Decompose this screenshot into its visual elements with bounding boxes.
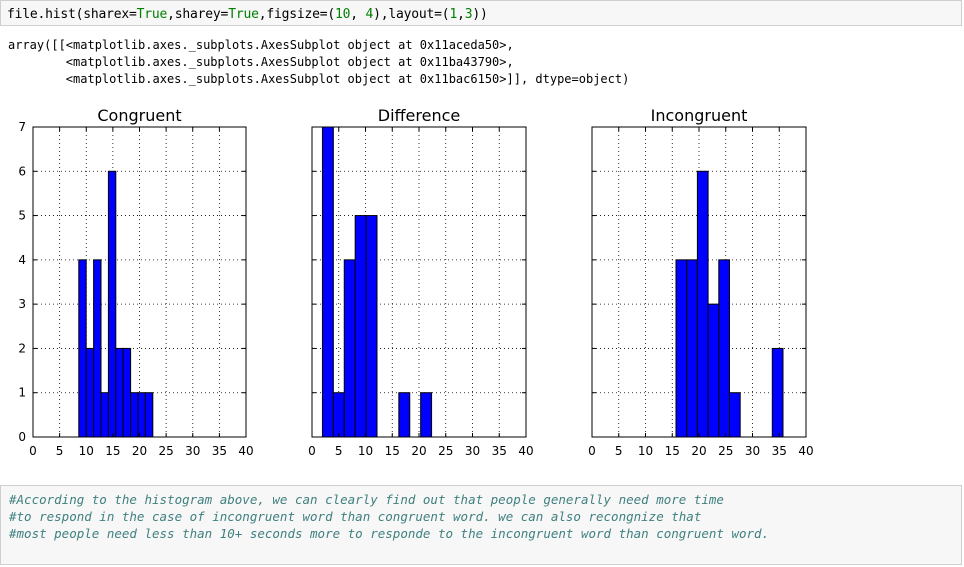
output-line: <matplotlib.axes._subplots.AxesSubplot o… bbox=[8, 55, 514, 69]
histogram-bar bbox=[343, 259, 356, 438]
x-tick-label: 25 bbox=[718, 444, 733, 458]
x-tick-label: 20 bbox=[132, 444, 147, 458]
code-number: 4 bbox=[365, 7, 374, 22]
code-number: 10 bbox=[334, 7, 351, 22]
histogram-bar bbox=[398, 392, 411, 438]
x-tick-label: 0 bbox=[588, 444, 596, 458]
code-token: , bbox=[350, 7, 366, 22]
x-tick-label: 5 bbox=[335, 444, 343, 458]
histogram-figure: 0 5 10 15 20 25 30 35 40 0 1 2 3 4 5 6 7 Congruent 0 5 10 15 2… bbox=[18, 106, 813, 458]
y-tick-label: 4 bbox=[18, 253, 26, 267]
histogram-bar bbox=[85, 347, 95, 438]
histogram-bar bbox=[696, 170, 709, 438]
output-line: <matplotlib.axes._subplots.AxesSubplot o… bbox=[8, 72, 630, 86]
code-token: )) bbox=[472, 7, 488, 22]
subplot-title: Congruent bbox=[97, 106, 181, 125]
histogram-bar bbox=[144, 392, 154, 438]
histogram-bar bbox=[420, 392, 433, 438]
subplot-title: Incongruent bbox=[651, 106, 748, 125]
code-token: ,sharey= bbox=[167, 7, 229, 22]
x-tick-label: 5 bbox=[56, 444, 64, 458]
code-number: 3 bbox=[464, 7, 473, 22]
histogram-bar bbox=[130, 392, 139, 438]
code-number: 1 bbox=[449, 7, 458, 22]
histogram-bar bbox=[115, 347, 124, 438]
y-tick-label: 0 bbox=[18, 430, 26, 444]
x-tick-label: 10 bbox=[638, 444, 653, 458]
comment-line: #According to the histogram above, we ca… bbox=[9, 492, 724, 507]
x-tick-label: 40 bbox=[798, 444, 813, 458]
histogram-bar bbox=[707, 303, 720, 438]
histogram-bar bbox=[100, 392, 109, 438]
x-tick-label: 10 bbox=[358, 444, 373, 458]
histogram-bar bbox=[332, 392, 345, 438]
subplot-title: Difference bbox=[378, 106, 460, 125]
histogram-bar bbox=[122, 347, 132, 438]
y-tick-label: 7 bbox=[18, 120, 26, 134]
code-keyword-true: True bbox=[228, 7, 259, 22]
code-input-cell[interactable]: file.hist(sharex=True,sharey=True,figsiz… bbox=[0, 0, 962, 26]
x-tick-label: 15 bbox=[105, 444, 120, 458]
histogram-bar bbox=[137, 392, 146, 438]
x-tick-label: 30 bbox=[185, 444, 200, 458]
x-tick-label: 20 bbox=[691, 444, 706, 458]
code-token: ,figsize=( bbox=[258, 7, 335, 22]
comment-line: #most people need less than 10+ seconds … bbox=[9, 526, 770, 541]
code-token: file.hist(sharex= bbox=[7, 7, 137, 22]
x-tick-label: 40 bbox=[238, 444, 253, 458]
histogram-bar bbox=[675, 259, 688, 438]
histogram-bar bbox=[728, 392, 741, 438]
y-tick-label: 2 bbox=[18, 341, 26, 355]
histogram-bar bbox=[365, 215, 378, 438]
output-text: array([[<matplotlib.axes._subplots.AxesS… bbox=[8, 37, 629, 88]
y-tick-label: 6 bbox=[18, 164, 26, 178]
axes-frame bbox=[32, 126, 247, 438]
histogram-bar bbox=[354, 215, 367, 438]
histogram-bar bbox=[78, 259, 87, 438]
histogram-bar bbox=[718, 259, 730, 438]
y-tick-label: 1 bbox=[18, 386, 26, 400]
code-token: , bbox=[457, 7, 465, 22]
histogram-bar bbox=[107, 170, 117, 438]
code-token: ),layout=( bbox=[373, 7, 450, 22]
x-tick-label: 25 bbox=[438, 444, 453, 458]
code-line[interactable]: file.hist(sharex=True,sharey=True,figsiz… bbox=[7, 7, 488, 22]
x-tick-label: 0 bbox=[29, 444, 37, 458]
histogram-bar bbox=[321, 126, 334, 438]
markdown-comment-cell[interactable]: #According to the histogram above, we ca… bbox=[0, 485, 962, 565]
x-tick-label: 20 bbox=[411, 444, 426, 458]
x-tick-label: 35 bbox=[772, 444, 787, 458]
x-tick-label: 30 bbox=[465, 444, 480, 458]
x-tick-label: 5 bbox=[615, 444, 623, 458]
x-tick-label: 35 bbox=[492, 444, 507, 458]
histogram-bar bbox=[771, 347, 784, 438]
y-tick-label: 5 bbox=[18, 209, 26, 223]
x-tick-label: 15 bbox=[385, 444, 400, 458]
x-tick-label: 15 bbox=[665, 444, 680, 458]
output-line: array([[<matplotlib.axes._subplots.AxesS… bbox=[8, 38, 514, 52]
x-tick-label: 40 bbox=[518, 444, 533, 458]
comment-line: #to respond in the case of incongruent w… bbox=[9, 509, 702, 524]
histogram-bar bbox=[686, 259, 698, 438]
x-tick-label: 30 bbox=[745, 444, 760, 458]
x-tick-label: 25 bbox=[158, 444, 173, 458]
y-tick-label: 3 bbox=[18, 297, 26, 311]
x-tick-label: 0 bbox=[308, 444, 316, 458]
x-tick-label: 10 bbox=[79, 444, 94, 458]
x-tick-label: 35 bbox=[212, 444, 227, 458]
code-keyword-true: True bbox=[136, 7, 168, 22]
histogram-bar bbox=[93, 259, 102, 438]
